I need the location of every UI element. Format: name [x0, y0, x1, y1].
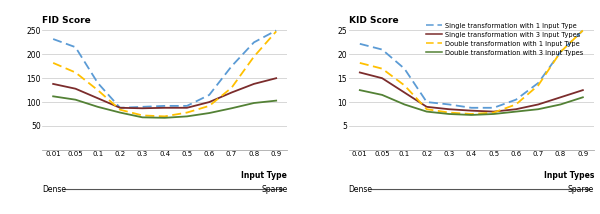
Legend: Single transformation with 1 Input Type, Single transformation with 3 Input Type: Single transformation with 1 Input Type,…: [425, 23, 583, 56]
Text: KID Score: KID Score: [349, 16, 398, 25]
Text: Dense: Dense: [42, 185, 66, 194]
Text: Sparse: Sparse: [261, 185, 287, 194]
Text: Sparse: Sparse: [568, 185, 594, 194]
Text: Input Type: Input Type: [241, 171, 287, 180]
Text: Dense: Dense: [349, 185, 373, 194]
Text: FID Score: FID Score: [42, 16, 91, 25]
Text: Input Types: Input Types: [544, 171, 594, 180]
